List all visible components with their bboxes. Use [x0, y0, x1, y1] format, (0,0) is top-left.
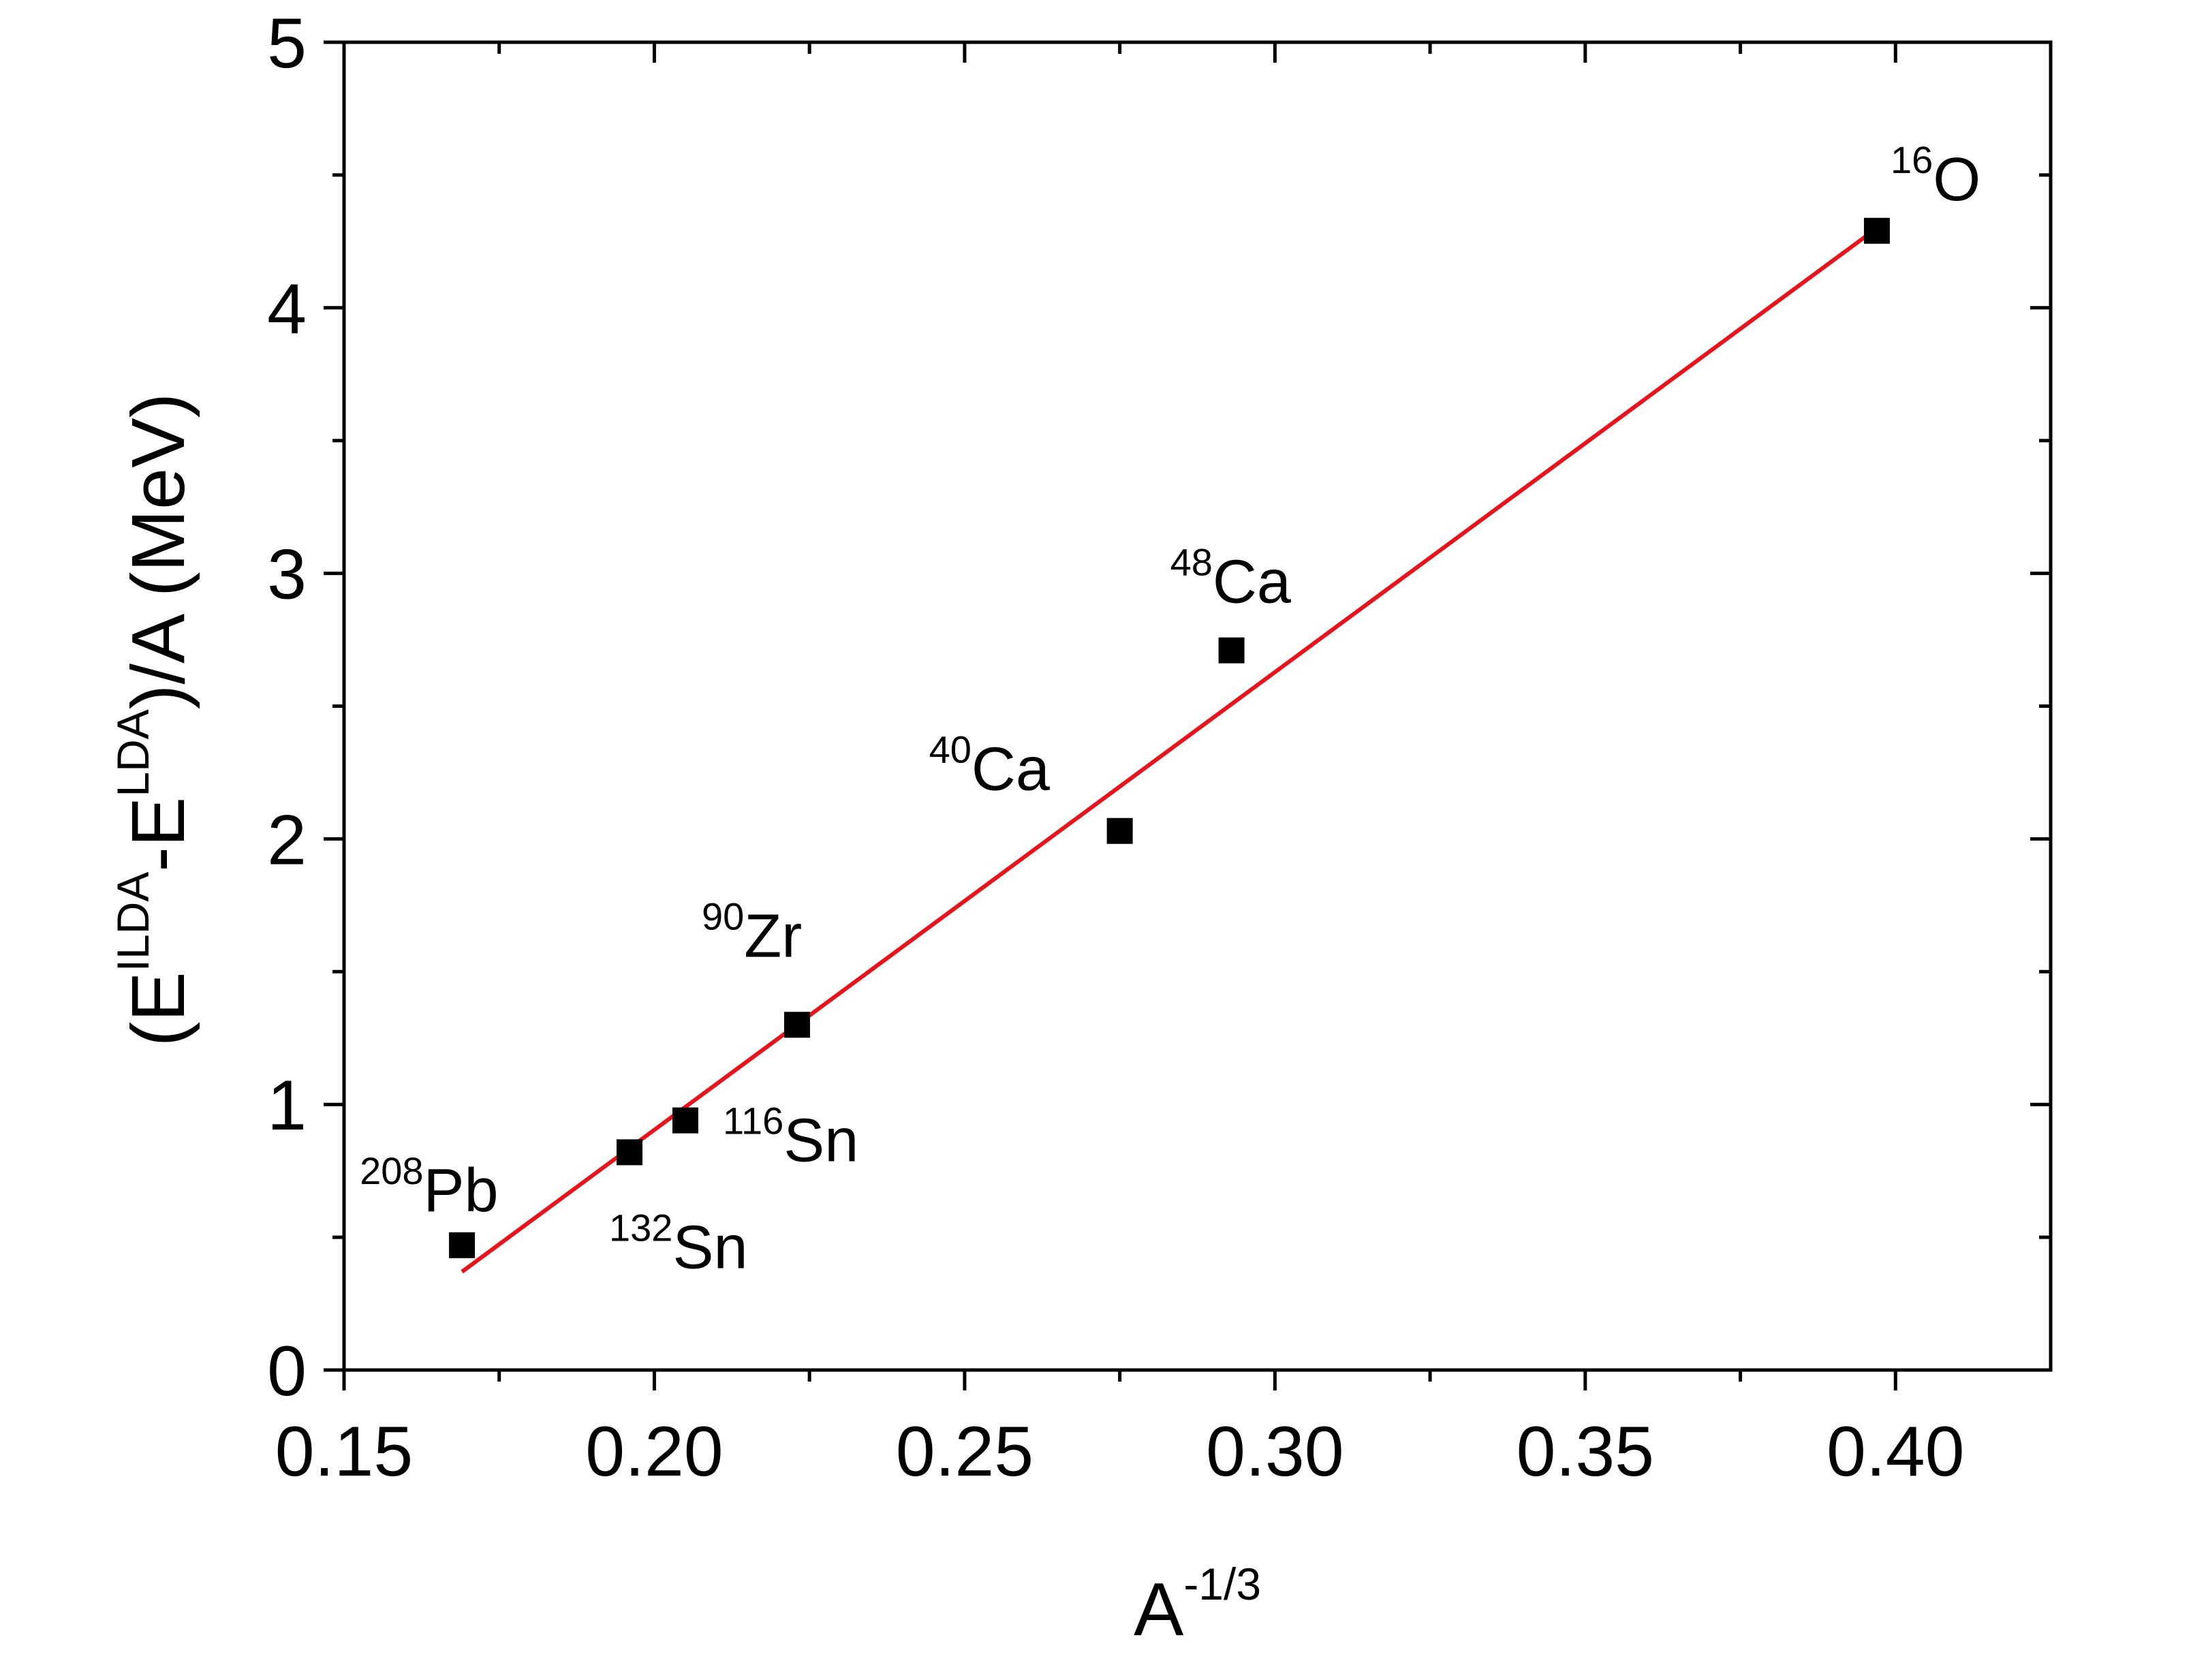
data-point-label: 16O: [1891, 138, 1980, 214]
data-point-marker: [617, 1139, 643, 1166]
y-axis-title-superscript: LDA: [108, 709, 158, 796]
isotope-mass-number: 16: [1891, 138, 1933, 181]
isotope-element: Sn: [672, 1213, 747, 1281]
y-axis-title: (EILDA-ELDA)/A (MeV): [108, 393, 200, 1047]
y-axis-title-text: )/A (MeV): [116, 393, 200, 710]
isotope-mass-number: 90: [702, 895, 744, 937]
data-point-label: 208Pb: [360, 1149, 499, 1225]
y-tick-label: 4: [267, 270, 307, 349]
isotope-element: O: [1933, 146, 1980, 214]
y-tick-label: 0: [267, 1332, 307, 1411]
y-axis-title-superscript: ILDA: [108, 872, 158, 972]
isotope-element: Ca: [1213, 548, 1292, 617]
data-point-label: 90Zr: [702, 895, 802, 970]
isotope-element: Zr: [744, 902, 802, 970]
y-tick-label: 1: [267, 1066, 307, 1145]
x-tick-label: 0.30: [1206, 1412, 1343, 1491]
isotope-element: Pb: [424, 1157, 499, 1225]
isotope-mass-number: 40: [929, 728, 972, 771]
isotope-element: Ca: [972, 736, 1051, 804]
isotope-mass-number: 132: [609, 1206, 672, 1249]
y-axis-title-text: -E: [116, 797, 200, 872]
data-point-marker: [783, 1012, 810, 1038]
data-point-label: 132Sn: [609, 1206, 748, 1281]
data-point-label: 116Sn: [723, 1100, 858, 1175]
x-tick-label: 0.35: [1517, 1412, 1654, 1491]
x-tick-label: 0.15: [275, 1412, 413, 1491]
x-axis-title-base: A: [1134, 1568, 1184, 1651]
data-point-marker: [1218, 637, 1245, 664]
fit-line: [461, 226, 1878, 1274]
y-tick-label: 5: [267, 4, 307, 83]
x-tick-label: 0.25: [896, 1412, 1034, 1491]
data-point-label: 48Ca: [1170, 541, 1292, 617]
data-point-marker: [1863, 217, 1890, 244]
y-tick-label: 3: [267, 535, 307, 615]
isotope-element: Sn: [783, 1107, 858, 1175]
x-axis-title: A-1/3: [1134, 1559, 1261, 1651]
isotope-mass-number: 116: [723, 1100, 783, 1142]
data-point-marker: [672, 1107, 698, 1134]
y-axis-title-text: (E: [116, 971, 200, 1046]
x-tick-label: 0.20: [585, 1412, 723, 1491]
isotope-mass-number: 48: [1170, 541, 1213, 584]
data-point-marker: [1106, 818, 1133, 844]
y-tick-label: 2: [267, 800, 307, 880]
data-point-label: 40Ca: [929, 728, 1051, 804]
isotope-mass-number: 208: [360, 1149, 423, 1192]
x-tick-label: 0.40: [1827, 1412, 1964, 1491]
data-point-marker: [449, 1232, 476, 1258]
x-axis-title-superscript: -1/3: [1183, 1559, 1261, 1609]
